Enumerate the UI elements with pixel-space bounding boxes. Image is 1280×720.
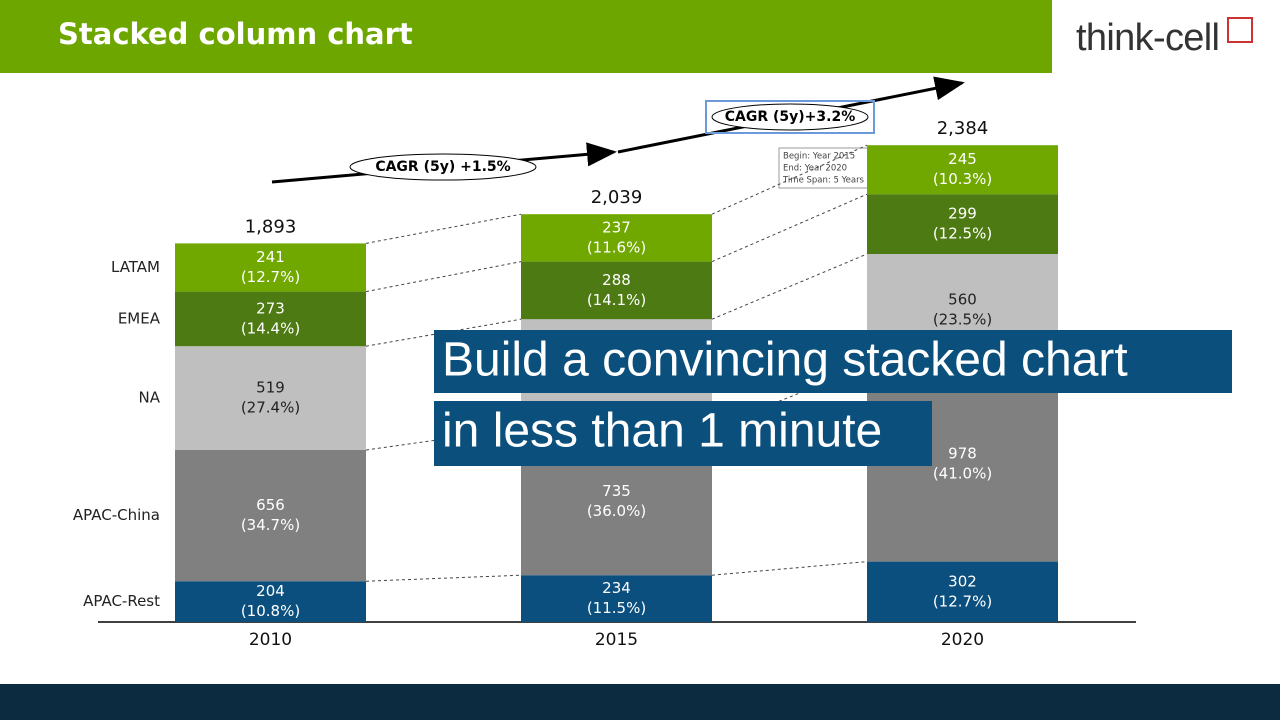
share-label: (41.0%) (933, 464, 992, 482)
banner-box (434, 401, 932, 466)
value-label: 299 (948, 205, 977, 223)
bar-segment (867, 561, 1058, 622)
series-label: EMEA (118, 309, 161, 327)
connector (711, 561, 868, 576)
bar-segment (521, 261, 712, 320)
connector (365, 213, 522, 244)
share-label: (14.4%) (241, 319, 300, 337)
bar-segment (521, 575, 712, 622)
bar-segment (521, 214, 712, 262)
tooltip (778, 147, 870, 189)
value-label: 204 (256, 582, 285, 600)
bar-segment (175, 450, 366, 582)
series-label: APAC-China (73, 506, 160, 524)
bar-segment (175, 346, 366, 450)
logo: think-cell (1076, 17, 1220, 59)
bar-segment (867, 194, 1058, 254)
value-label: 656 (256, 496, 285, 514)
share-label: (23.5%) (933, 311, 992, 329)
footer-bar (0, 684, 1280, 720)
value-label: 237 (602, 218, 631, 236)
series-label: NA (139, 389, 161, 407)
value-label: 978 (948, 444, 977, 462)
value-label: 560 (948, 291, 977, 309)
total-label: 1,893 (245, 216, 297, 237)
connector (711, 144, 868, 215)
logo-icon (1227, 17, 1253, 43)
tooltip-line: Time Span: 5 Years (782, 176, 865, 186)
share-label: (36.0%) (587, 502, 646, 520)
share-label: (12.7%) (241, 268, 300, 286)
total-label: 2,039 (591, 187, 643, 208)
share-label: (12.5%) (933, 225, 992, 243)
value-label: 273 (256, 299, 285, 317)
connector (711, 253, 868, 320)
bar-segment (175, 291, 366, 347)
chart-title: Stacked column chart (58, 17, 413, 51)
share-label: (11.5%) (587, 599, 646, 617)
banner-box (434, 330, 1232, 393)
cagr-bubble (349, 153, 537, 181)
tooltip-line: End: Year 2020 (783, 164, 847, 174)
x-tick-label: 2010 (249, 630, 292, 650)
share-label: (34.7%) (241, 516, 300, 534)
share-label: (10.8%) (241, 602, 300, 620)
connector (365, 574, 522, 582)
connector (365, 261, 522, 293)
share-label: (10.3%) (933, 170, 992, 188)
selection-box (705, 100, 875, 134)
value-label: 519 (256, 379, 285, 397)
share-label: (14.1%) (587, 291, 646, 309)
tooltip-line: Begin: Year 2015 (783, 152, 855, 162)
total-label: 2,384 (937, 118, 989, 139)
bar-segment (175, 581, 366, 622)
share-label: (27.4%) (241, 399, 300, 417)
bar-segment (175, 243, 366, 292)
banner-text: Build a convincing stacked chart (442, 334, 1128, 387)
connector (711, 193, 868, 263)
value-label: 735 (602, 482, 631, 500)
value-label: 302 (948, 572, 977, 590)
x-tick-label: 2015 (595, 630, 638, 650)
value-label: 245 (948, 150, 977, 168)
share-label: (12.7%) (933, 592, 992, 610)
value-label: 288 (602, 271, 631, 289)
value-label: 234 (602, 579, 631, 597)
header-bar (0, 0, 1052, 73)
cagr-label: CAGR (5y) +1.5% (375, 159, 510, 175)
bar-segment (867, 145, 1058, 195)
series-label: APAC-Rest (83, 592, 160, 610)
cagr-label: CAGR (5y)+3.2% (725, 109, 855, 125)
series-label: LATAM (111, 258, 160, 276)
cagr-bubble (711, 103, 869, 131)
x-tick-label: 2020 (941, 630, 984, 650)
banner-text: in less than 1 minute (442, 405, 882, 458)
share-label: (11.6%) (587, 238, 646, 256)
value-label: 241 (256, 248, 285, 266)
